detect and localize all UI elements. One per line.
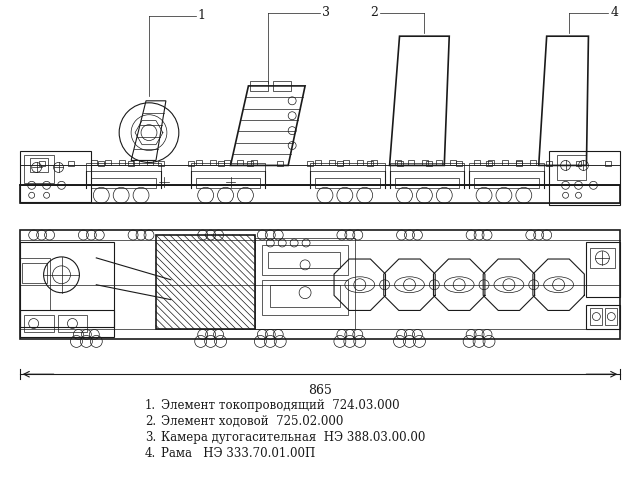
- Bar: [486, 161, 492, 166]
- Bar: [255, 238, 355, 330]
- Bar: [29, 159, 47, 172]
- Bar: [218, 161, 223, 166]
- Bar: [250, 81, 268, 91]
- Bar: [223, 160, 230, 165]
- Bar: [156, 235, 255, 330]
- Bar: [422, 160, 428, 165]
- Bar: [20, 258, 49, 309]
- Bar: [248, 161, 253, 166]
- Bar: [397, 161, 403, 166]
- Text: 3.: 3.: [145, 431, 156, 444]
- Bar: [188, 161, 194, 166]
- Bar: [273, 81, 291, 91]
- Bar: [105, 160, 111, 165]
- Bar: [586, 242, 620, 297]
- Bar: [158, 161, 164, 166]
- Bar: [307, 161, 313, 166]
- Text: 1.: 1.: [145, 399, 156, 412]
- Bar: [367, 161, 372, 166]
- Bar: [68, 161, 74, 166]
- Bar: [20, 230, 620, 340]
- Bar: [516, 161, 522, 166]
- Bar: [591, 248, 615, 268]
- Text: Рама   НЭ 333.70.01.00П: Рама НЭ 333.70.01.00П: [161, 447, 315, 460]
- Text: Элемент ходовой  725.02.000: Элемент ходовой 725.02.000: [161, 415, 343, 428]
- Text: 4.: 4.: [145, 447, 156, 460]
- Bar: [356, 160, 363, 165]
- Bar: [133, 160, 139, 165]
- Bar: [191, 163, 266, 171]
- Bar: [86, 163, 161, 171]
- Text: Камера дугогасительная  НЭ 388.03.00.00: Камера дугогасительная НЭ 388.03.00.00: [161, 431, 426, 444]
- Bar: [451, 160, 456, 165]
- Bar: [58, 315, 87, 332]
- Bar: [456, 161, 462, 166]
- Bar: [315, 178, 380, 188]
- Bar: [591, 308, 602, 326]
- Text: 3: 3: [322, 6, 330, 19]
- Bar: [20, 185, 620, 203]
- Bar: [237, 160, 243, 165]
- Bar: [119, 160, 125, 165]
- Bar: [502, 160, 508, 165]
- Bar: [530, 160, 536, 165]
- Bar: [343, 160, 349, 165]
- Bar: [516, 160, 522, 165]
- Bar: [20, 150, 92, 202]
- Bar: [436, 160, 442, 165]
- Bar: [196, 178, 260, 188]
- Bar: [99, 161, 104, 166]
- Bar: [38, 161, 45, 166]
- Bar: [20, 165, 620, 185]
- Bar: [22, 263, 47, 283]
- Bar: [474, 178, 539, 188]
- Bar: [469, 163, 544, 171]
- Bar: [575, 161, 582, 166]
- Text: 2: 2: [370, 6, 378, 19]
- Bar: [262, 245, 348, 275]
- Bar: [548, 150, 620, 205]
- Bar: [262, 280, 348, 315]
- Bar: [252, 160, 257, 165]
- Bar: [20, 309, 114, 337]
- Bar: [395, 160, 401, 165]
- Text: 865: 865: [308, 384, 332, 397]
- Bar: [24, 315, 54, 332]
- Bar: [337, 161, 343, 166]
- Bar: [24, 156, 54, 183]
- Bar: [546, 161, 552, 166]
- Bar: [270, 285, 340, 307]
- Bar: [488, 160, 494, 165]
- Bar: [426, 161, 433, 166]
- Bar: [196, 160, 202, 165]
- Bar: [474, 160, 480, 165]
- Bar: [557, 156, 586, 181]
- Bar: [586, 305, 620, 330]
- Bar: [128, 161, 134, 166]
- Bar: [277, 161, 284, 166]
- Bar: [315, 160, 321, 165]
- Text: 2.: 2.: [145, 415, 156, 428]
- Bar: [329, 160, 335, 165]
- Bar: [147, 160, 153, 165]
- Bar: [92, 178, 156, 188]
- Bar: [20, 242, 114, 328]
- Bar: [268, 252, 340, 268]
- Text: Элемент токопроводящий  724.03.000: Элемент токопроводящий 724.03.000: [161, 399, 399, 412]
- Text: 4: 4: [611, 6, 618, 19]
- Bar: [210, 160, 216, 165]
- Bar: [371, 160, 377, 165]
- Bar: [395, 178, 459, 188]
- Bar: [605, 161, 611, 166]
- Bar: [390, 163, 464, 171]
- Bar: [310, 163, 385, 171]
- Bar: [605, 308, 617, 326]
- Bar: [92, 160, 97, 165]
- Text: 1: 1: [198, 9, 205, 22]
- Bar: [408, 160, 415, 165]
